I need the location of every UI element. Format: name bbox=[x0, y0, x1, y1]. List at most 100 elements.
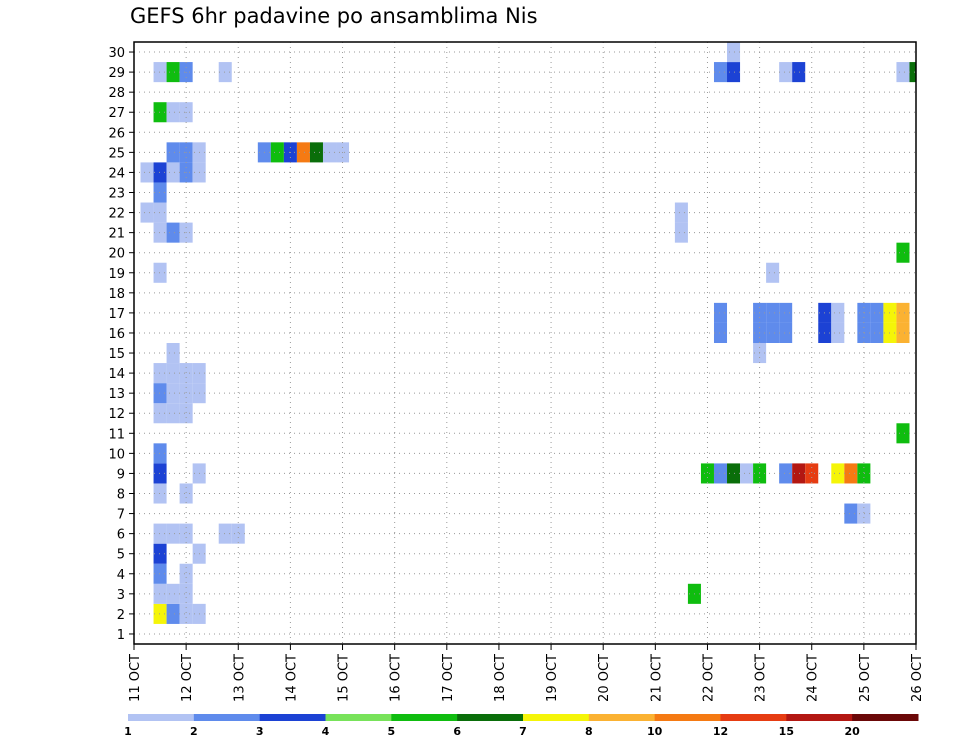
heatmap-cell bbox=[674, 222, 688, 243]
heatmap-cell bbox=[727, 42, 741, 63]
heatmap-cell bbox=[153, 202, 167, 223]
heatmap-cell bbox=[713, 463, 728, 484]
heatmap-cell bbox=[779, 302, 793, 323]
heatmap-cell bbox=[153, 383, 167, 404]
colorbar-label: 20 bbox=[845, 725, 861, 738]
heatmap-cell bbox=[166, 162, 180, 183]
colorbar-label: 2 bbox=[190, 725, 198, 738]
colorbar-swatch bbox=[325, 714, 392, 721]
x-tick-label: 24 OCT bbox=[806, 654, 821, 702]
y-tick-label: 25 bbox=[108, 146, 125, 161]
y-tick-label: 21 bbox=[108, 227, 125, 242]
y-tick-label: 9 bbox=[117, 467, 125, 482]
heatmap-cell bbox=[218, 523, 232, 544]
x-tick-label: 19 OCT bbox=[545, 654, 560, 702]
heatmap-cell bbox=[792, 463, 806, 484]
colorbar-swatch bbox=[128, 714, 195, 721]
x-tick-label: 21 OCT bbox=[649, 654, 664, 702]
heatmap-cell bbox=[831, 302, 845, 323]
heatmap-cell bbox=[870, 302, 884, 323]
x-tick-label: 16 OCT bbox=[389, 654, 404, 702]
heatmap-cell bbox=[909, 62, 916, 83]
x-tick-label: 13 OCT bbox=[232, 654, 247, 702]
x-tick-label: 17 OCT bbox=[441, 654, 456, 702]
y-tick-label: 15 bbox=[108, 347, 125, 362]
heatmap-cell bbox=[153, 162, 167, 183]
heatmap-cell bbox=[166, 403, 180, 424]
heatmap-cell bbox=[896, 302, 910, 323]
x-tick-label: 26 OCT bbox=[910, 654, 925, 702]
heatmap-cell bbox=[153, 483, 167, 504]
heatmap-cell bbox=[153, 363, 167, 384]
heatmap-cell bbox=[153, 262, 167, 283]
colorbar-swatch bbox=[391, 714, 458, 721]
y-tick-label: 11 bbox=[108, 427, 125, 442]
heatmap-cell bbox=[166, 523, 180, 544]
heatmap-cell bbox=[896, 62, 910, 83]
colorbar-swatch bbox=[259, 714, 326, 721]
y-tick-label: 7 bbox=[117, 508, 125, 523]
x-tick-label: 25 OCT bbox=[858, 654, 873, 702]
heatmap-cell bbox=[166, 603, 180, 624]
heatmap-cell bbox=[713, 302, 728, 323]
heatmap-cell bbox=[179, 563, 193, 584]
colorbar-label: 3 bbox=[256, 725, 264, 738]
heatmap-cell bbox=[831, 463, 845, 484]
heatmap-cell bbox=[179, 363, 193, 384]
chart-title: GEFS 6hr padavine po ansamblima Nis bbox=[130, 4, 538, 28]
heatmap-cell bbox=[153, 523, 167, 544]
colorbar-label: 1 bbox=[124, 725, 132, 738]
colorbar-swatch bbox=[457, 714, 524, 721]
heatmap-cell bbox=[153, 583, 167, 604]
heatmap-cell bbox=[153, 102, 167, 123]
heatmap-cell bbox=[727, 62, 741, 83]
y-tick-label: 10 bbox=[108, 447, 125, 462]
y-tick-label: 16 bbox=[108, 327, 125, 342]
colorbar-swatch bbox=[523, 714, 590, 721]
colorbar: 1 2 3 4 5 6 7 8 10 12 15 20 bbox=[124, 714, 919, 738]
y-tick-label: 18 bbox=[108, 287, 125, 302]
heatmap-cell bbox=[766, 322, 780, 343]
heatmap-cell bbox=[153, 443, 167, 464]
x-tick-label: 20 OCT bbox=[597, 654, 612, 702]
colorbar-swatch bbox=[720, 714, 787, 721]
heatmap-cell bbox=[309, 142, 323, 163]
colorbar-label: 10 bbox=[647, 725, 663, 738]
colorbar-label: 12 bbox=[713, 725, 728, 738]
colorbar-swatch bbox=[852, 714, 919, 721]
heatmap-cell bbox=[153, 463, 167, 484]
heatmap-cell bbox=[896, 242, 910, 263]
heatmap-cells bbox=[140, 42, 916, 624]
heatmap-cell bbox=[870, 322, 884, 343]
y-tick-label: 14 bbox=[108, 367, 125, 382]
x-axis: 11 OCT 12 OCT 13 OCT 14 OCT 15 OCT 16 OCT 17 O… bbox=[128, 644, 925, 702]
heatmap-cell bbox=[270, 142, 284, 163]
heatmap-cell bbox=[857, 463, 871, 484]
heatmap-cell bbox=[179, 383, 193, 404]
x-tick-label: 23 OCT bbox=[754, 654, 769, 702]
x-tick-label: 14 OCT bbox=[284, 654, 299, 702]
grid-lines bbox=[133, 42, 917, 644]
x-tick-label: 11 OCT bbox=[128, 654, 143, 702]
x-tick-label: 12 OCT bbox=[180, 654, 195, 702]
heatmap-cell bbox=[166, 222, 180, 243]
heatmap-cell bbox=[153, 563, 167, 584]
heatmap-cell bbox=[844, 463, 858, 484]
heatmap-cell bbox=[766, 262, 780, 283]
heatmap-cell bbox=[218, 62, 232, 83]
y-tick-label: 3 bbox=[117, 588, 125, 603]
heatmap-cell bbox=[727, 463, 741, 484]
y-tick-label: 28 bbox=[108, 86, 125, 101]
heatmap-cell bbox=[740, 463, 754, 484]
heatmap-cell bbox=[179, 583, 193, 604]
y-tick-label: 13 bbox=[108, 387, 125, 402]
colorbar-label: 5 bbox=[388, 725, 396, 738]
heatmap-cell bbox=[179, 603, 193, 624]
y-tick-label: 4 bbox=[117, 568, 125, 583]
heatmap-cell bbox=[713, 62, 728, 83]
heatmap-cell bbox=[153, 543, 167, 564]
heatmap-cell bbox=[166, 62, 180, 83]
colorbar-label: 7 bbox=[519, 725, 527, 738]
colorbar-swatch bbox=[588, 714, 656, 721]
